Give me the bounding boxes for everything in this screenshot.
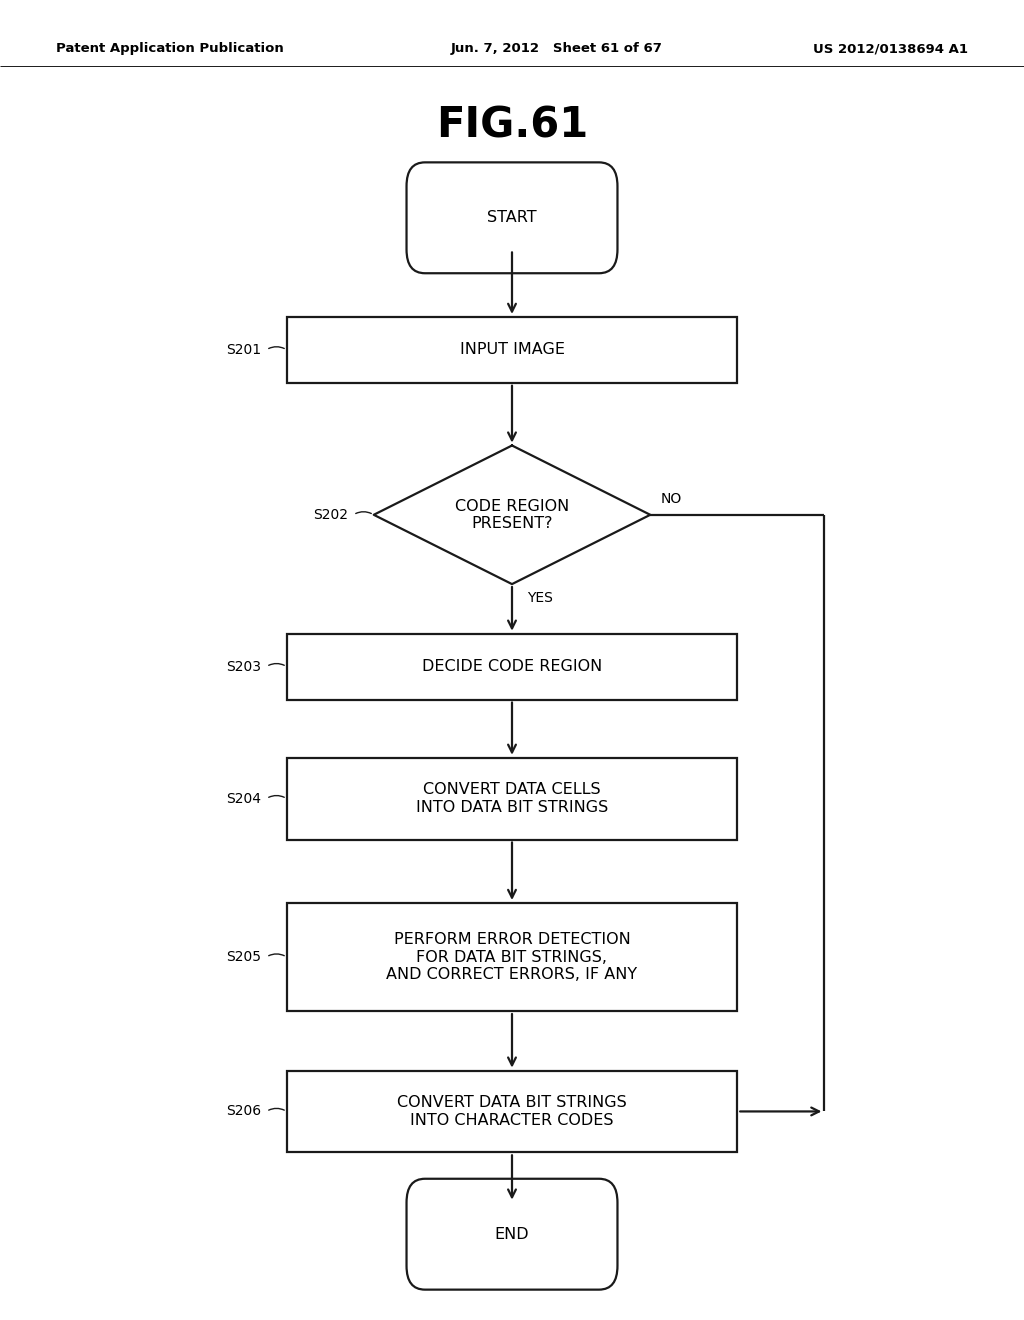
Text: DECIDE CODE REGION: DECIDE CODE REGION bbox=[422, 659, 602, 675]
Text: Patent Application Publication: Patent Application Publication bbox=[56, 42, 284, 55]
Text: S201: S201 bbox=[226, 343, 261, 356]
Bar bbox=[287, 758, 737, 840]
Text: S202: S202 bbox=[313, 508, 348, 521]
FancyBboxPatch shape bbox=[407, 162, 617, 273]
Text: PERFORM ERROR DETECTION
FOR DATA BIT STRINGS,
AND CORRECT ERRORS, IF ANY: PERFORM ERROR DETECTION FOR DATA BIT STR… bbox=[386, 932, 638, 982]
Text: NO: NO bbox=[660, 492, 682, 506]
Text: INPUT IMAGE: INPUT IMAGE bbox=[460, 342, 564, 358]
Polygon shape bbox=[374, 446, 650, 583]
Bar bbox=[287, 317, 737, 383]
FancyBboxPatch shape bbox=[407, 1179, 617, 1290]
Text: END: END bbox=[495, 1226, 529, 1242]
Bar bbox=[287, 634, 737, 700]
Text: CONVERT DATA CELLS
INTO DATA BIT STRINGS: CONVERT DATA CELLS INTO DATA BIT STRINGS bbox=[416, 783, 608, 814]
Bar bbox=[287, 1071, 737, 1152]
Text: US 2012/0138694 A1: US 2012/0138694 A1 bbox=[813, 42, 968, 55]
Text: S206: S206 bbox=[226, 1105, 261, 1118]
Text: CONVERT DATA BIT STRINGS
INTO CHARACTER CODES: CONVERT DATA BIT STRINGS INTO CHARACTER … bbox=[397, 1096, 627, 1127]
Text: START: START bbox=[487, 210, 537, 226]
Text: S203: S203 bbox=[226, 660, 261, 673]
Text: S205: S205 bbox=[226, 950, 261, 964]
Text: FIG.61: FIG.61 bbox=[436, 104, 588, 147]
Text: YES: YES bbox=[527, 591, 553, 605]
Text: CODE REGION
PRESENT?: CODE REGION PRESENT? bbox=[455, 499, 569, 531]
Text: S204: S204 bbox=[226, 792, 261, 805]
Text: Jun. 7, 2012   Sheet 61 of 67: Jun. 7, 2012 Sheet 61 of 67 bbox=[451, 42, 663, 55]
Bar bbox=[287, 903, 737, 1011]
